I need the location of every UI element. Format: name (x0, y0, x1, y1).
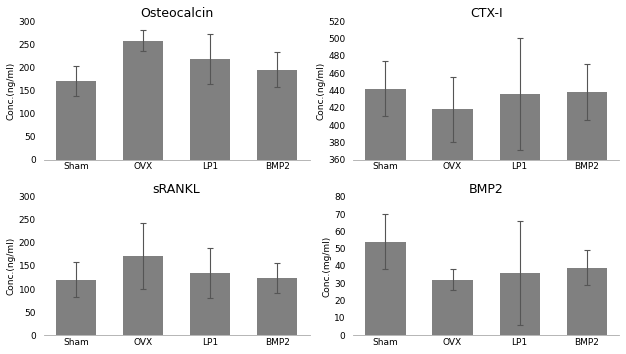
Title: CTX-I: CTX-I (470, 7, 503, 20)
Bar (257, 70, 297, 160)
Bar (123, 40, 163, 160)
Y-axis label: Conc.(ng/ml): Conc.(ng/ml) (7, 61, 16, 120)
Y-axis label: Conc.(ng/ml): Conc.(ng/ml) (317, 61, 326, 120)
Bar (190, 273, 230, 335)
Bar (500, 94, 540, 354)
Bar (500, 273, 540, 335)
Title: Osteocalcin: Osteocalcin (140, 7, 213, 20)
Bar (56, 81, 96, 160)
Y-axis label: Conc.(mg/ml): Conc.(mg/ml) (322, 235, 331, 297)
Bar (567, 268, 607, 335)
Bar (365, 88, 406, 354)
Bar (257, 278, 297, 335)
Bar (190, 59, 230, 160)
Title: sRANKL: sRANKL (153, 183, 200, 195)
Bar (567, 92, 607, 354)
Bar (365, 242, 406, 335)
Bar (433, 280, 473, 335)
Bar (123, 256, 163, 335)
Y-axis label: Conc.(ng/ml): Conc.(ng/ml) (7, 237, 16, 295)
Bar (56, 280, 96, 335)
Title: BMP2: BMP2 (469, 183, 503, 195)
Bar (433, 109, 473, 354)
